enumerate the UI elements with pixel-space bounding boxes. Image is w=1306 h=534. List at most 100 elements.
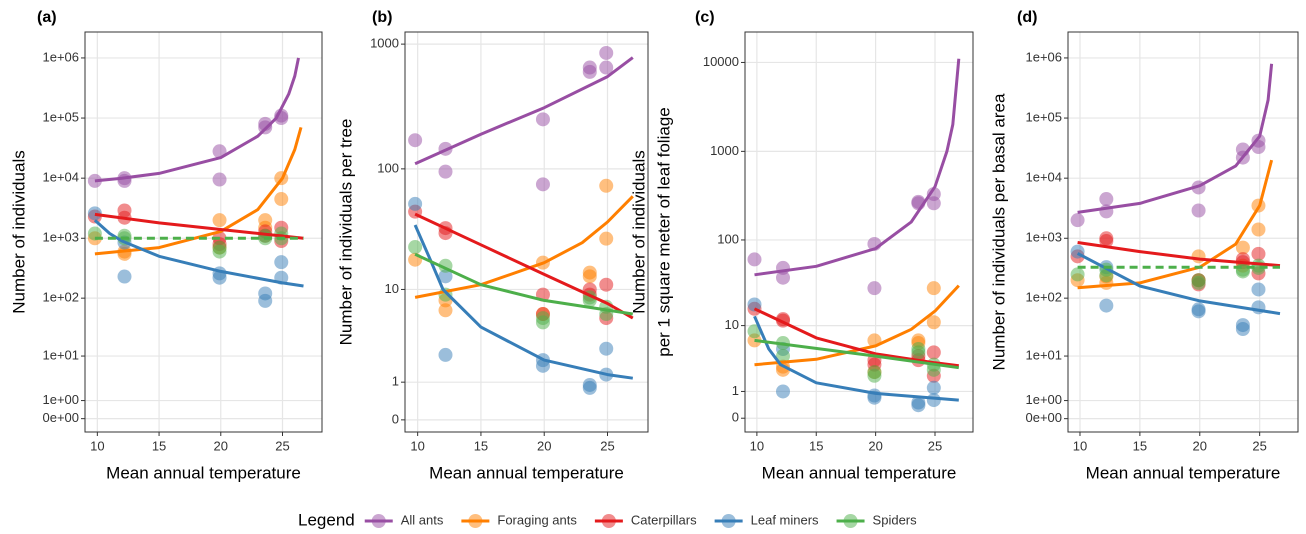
legend-key-point [843,514,858,528]
x-tick-label: 10 [410,438,424,453]
fit-line [1077,241,1281,268]
data-point [1099,192,1114,207]
y-tick-label: 10 [385,281,399,296]
data-point [1235,321,1250,336]
fit-line [94,57,300,183]
y-tick-label: 0 [732,410,739,425]
y-tick-label: 1e+04 [1025,170,1062,185]
data-point [582,64,597,79]
legend-key-point [468,514,483,528]
y-tick-label: 1e+05 [1025,109,1062,124]
data-point [438,303,453,318]
x-axis-label: Mean annual temperature [429,463,624,482]
data-point [258,293,273,308]
fit-line [753,307,959,368]
data-point [1191,203,1206,218]
data-point [1099,234,1114,249]
data-point [599,178,614,193]
legend-label: Spiders [873,512,918,527]
legend-label: All ants [401,512,444,527]
fit-line [1077,63,1274,214]
data-point [926,393,941,408]
data-point [535,358,550,373]
data-point [599,341,614,356]
y-tick-label: 10 [725,317,739,332]
fit-line [414,56,634,166]
fit-line [753,315,959,402]
data-point [776,270,790,285]
x-tick-label: 15 [152,438,166,453]
data-point [408,133,423,148]
y-tick-label: 1e+03 [42,230,79,245]
data-point [911,342,926,357]
data-point [1251,222,1266,237]
fit-line [414,195,634,299]
x-tick-label: 25 [600,438,614,453]
y-tick-label: 1e+04 [42,170,79,185]
data-point [776,384,790,399]
x-tick-label: 25 [275,438,289,453]
legend-key-point [601,514,616,528]
y-tick-label: 100 [377,160,399,175]
legend-title: Legend [298,510,355,529]
y-tick-label: 0 [392,411,399,426]
y-axis-label: Number of individuals [629,150,648,313]
y-tick-label: 100 [717,231,739,246]
data-point [438,269,453,284]
y-tick-label: 1e+02 [42,290,79,305]
x-tick-label: 10 [1073,438,1087,453]
y-tick-label: 10000 [703,54,739,69]
data-point [1251,246,1266,261]
y-tick-label: 1 [392,374,399,389]
data-point [438,164,453,179]
legend-key-point [371,514,386,528]
x-tick-label: 15 [1133,438,1147,453]
data-point [599,231,614,246]
data-point [1251,282,1266,297]
data-point [926,362,941,377]
fit-line [93,219,304,288]
data-point [867,281,882,296]
y-tick-label: 1e+00 [1025,392,1062,407]
panel-title: (a) [37,9,57,26]
data-point [212,213,227,228]
y-tick-label: 1e+01 [1025,347,1062,362]
panel-title: (c) [695,9,715,26]
x-tick-label: 15 [474,438,488,453]
data-point [117,269,132,284]
data-point [599,60,614,75]
data-point [87,206,102,221]
y-tick-label: 1e+00 [42,392,79,407]
fit-line [754,338,960,370]
x-tick-label: 20 [868,438,882,453]
data-point [212,244,227,259]
y-axis-label: Number of individuals per tree [336,119,355,346]
data-point [1235,240,1250,255]
y-tick-label: 1000 [370,36,399,51]
y-tick-label: 1e+05 [42,109,79,124]
legend-label: Caterpillars [631,512,697,527]
legend: Legend All ants Foraging ants Caterpillars L… [298,510,917,529]
data-point [1191,304,1206,319]
plot-border [84,31,323,433]
data-point [212,172,227,187]
data-point [87,173,102,188]
legend-label: Leaf miners [751,512,819,527]
fit-line [414,212,634,320]
x-axis-label: Mean annual temperature [106,463,301,482]
y-tick-label: 1 [732,383,739,398]
x-tick-label: 20 [537,438,551,453]
data-point [1191,273,1206,288]
data-point [1070,267,1085,282]
x-tick-label: 10 [750,438,764,453]
data-point [1235,262,1250,277]
data-point [1191,249,1206,264]
fit-line [754,284,960,367]
y-tick-label: 1e+02 [1025,290,1062,305]
y-axis-label: Number of individuals per basal area [989,93,1008,370]
data-point [535,112,550,127]
y-tick-label: 1000 [710,143,739,158]
x-tick-label: 20 [1193,438,1207,453]
data-point [867,368,882,383]
